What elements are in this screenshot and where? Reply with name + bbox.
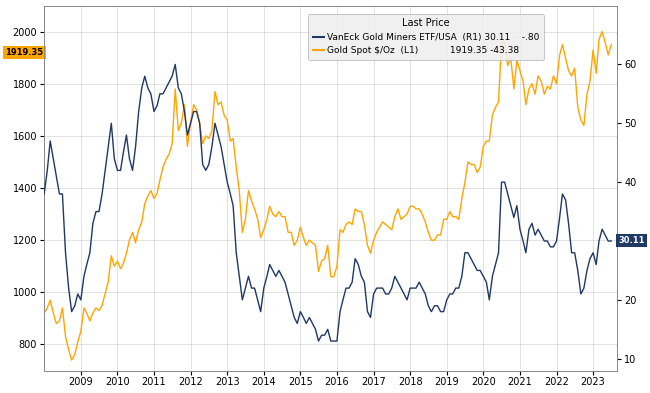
Text: 1919.35: 1919.35 bbox=[5, 48, 44, 57]
Legend: VanEck Gold Miners ETF/USA  (R1) 30.11    -.80, Gold Spot $/Oz  (L1)           1: VanEck Gold Miners ETF/USA (R1) 30.11 -.… bbox=[308, 14, 544, 60]
Text: 30.11: 30.11 bbox=[618, 236, 645, 245]
